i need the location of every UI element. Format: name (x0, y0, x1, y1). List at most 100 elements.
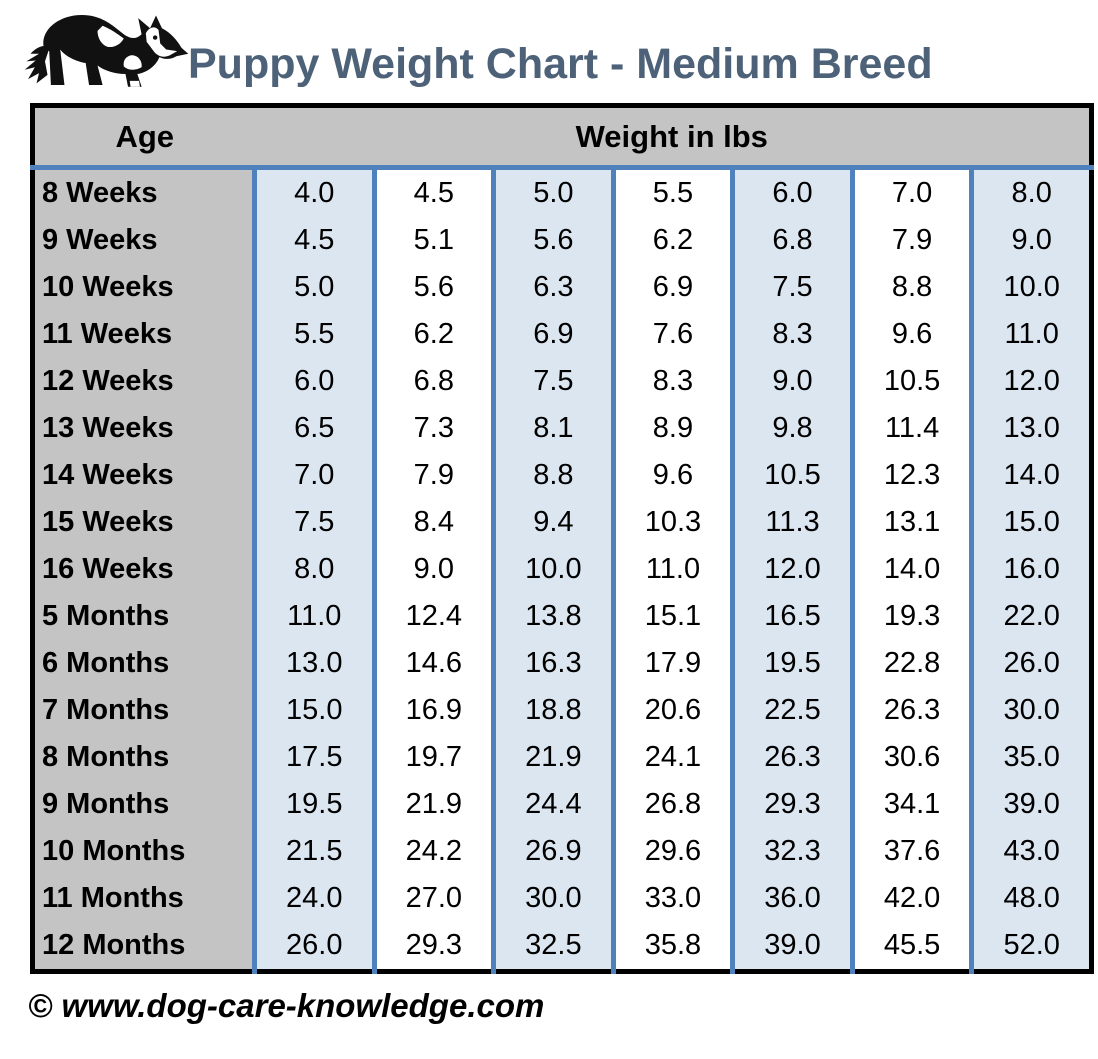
weight-cell: 26.9 (491, 828, 614, 875)
weight-cell: 15.1 (610, 593, 733, 640)
age-cell: 13 Weeks (32, 405, 255, 452)
weight-cell: 10.0 (969, 264, 1092, 311)
weight-cell: 8.8 (491, 452, 614, 499)
weight-cell: 5.0 (491, 167, 614, 217)
weight-cell: 43.0 (969, 828, 1092, 875)
weight-cell: 8.3 (730, 311, 853, 358)
weight-cell: 5.1 (371, 217, 494, 264)
age-cell: 11 Months (32, 875, 255, 922)
weight-cell: 13.1 (849, 499, 972, 546)
weight-cell: 6.0 (252, 358, 375, 405)
table-row: 10 Weeks 5.0 5.6 6.3 6.9 7.5 8.8 10.0 (32, 264, 1092, 311)
weight-cell: 9.0 (969, 217, 1092, 264)
weight-cell: 48.0 (969, 875, 1092, 922)
weight-cell: 30.6 (849, 734, 972, 781)
age-cell: 12 Weeks (32, 358, 255, 405)
weight-cell: 39.0 (730, 922, 853, 972)
age-cell: 16 Weeks (32, 546, 255, 593)
age-cell: 15 Weeks (32, 499, 255, 546)
age-column-header: Age (32, 105, 255, 170)
weight-cell: 35.8 (610, 922, 733, 972)
copyright-text: © www.dog-care-knowledge.com (28, 987, 545, 1024)
weight-cell: 21.9 (491, 734, 614, 781)
table-row: 14 Weeks 7.0 7.9 8.8 9.6 10.5 12.3 14.0 (32, 452, 1092, 499)
age-cell: 7 Months (32, 687, 255, 734)
table-row: 8 Months 17.5 19.7 21.9 24.1 26.3 30.6 35.0 (32, 734, 1092, 781)
weight-cell: 19.5 (252, 781, 375, 828)
table-row: 11 Weeks 5.5 6.2 6.9 7.6 8.3 9.6 11.0 (32, 311, 1092, 358)
weight-cell: 17.9 (610, 640, 733, 687)
weight-cell: 5.5 (610, 167, 733, 217)
weight-cell: 11.3 (730, 499, 853, 546)
weight-cell: 6.5 (252, 405, 375, 452)
weight-cell: 13.0 (252, 640, 375, 687)
weight-cell: 17.5 (252, 734, 375, 781)
weight-cell: 6.9 (491, 311, 614, 358)
age-cell: 9 Months (32, 781, 255, 828)
weight-cell: 19.5 (730, 640, 853, 687)
weight-cell: 8.3 (610, 358, 733, 405)
age-cell: 10 Weeks (32, 264, 255, 311)
weight-cell: 7.5 (491, 358, 614, 405)
weight-cell: 26.0 (969, 640, 1092, 687)
weight-cell: 24.1 (610, 734, 733, 781)
weight-cell: 9.4 (491, 499, 614, 546)
age-cell: 6 Months (32, 640, 255, 687)
table-row: 12 Months 26.0 29.3 32.5 35.8 39.0 45.5 52.0 (32, 922, 1092, 972)
weight-cell: 10.5 (730, 452, 853, 499)
weight-cell: 9.8 (730, 405, 853, 452)
age-cell: 14 Weeks (32, 452, 255, 499)
table-row: 15 Weeks 7.5 8.4 9.4 10.3 11.3 13.1 15.0 (32, 499, 1092, 546)
weight-cell: 8.4 (371, 499, 494, 546)
weight-cell: 8.9 (610, 405, 733, 452)
weight-cell: 11.0 (610, 546, 733, 593)
weight-cell: 26.3 (730, 734, 853, 781)
age-cell: 8 Months (32, 734, 255, 781)
weight-cell: 4.5 (252, 217, 375, 264)
weight-cell: 26.3 (849, 687, 972, 734)
weight-cell: 10.0 (491, 546, 614, 593)
weight-cell: 12.4 (371, 593, 494, 640)
weight-cell: 5.5 (252, 311, 375, 358)
weight-cell: 30.0 (969, 687, 1092, 734)
weight-cell: 29.3 (730, 781, 853, 828)
weight-cell: 27.0 (371, 875, 494, 922)
weight-cell: 6.2 (610, 217, 733, 264)
weight-cell: 5.6 (491, 217, 614, 264)
weight-cell: 21.9 (371, 781, 494, 828)
weight-cell: 37.6 (849, 828, 972, 875)
age-cell: 9 Weeks (32, 217, 255, 264)
weight-cell: 11.0 (969, 311, 1092, 358)
weight-cell: 12.0 (969, 358, 1092, 405)
weight-cell: 26.0 (252, 922, 375, 972)
weight-cell: 15.0 (252, 687, 375, 734)
weight-cell: 9.6 (610, 452, 733, 499)
weight-cell: 9.6 (849, 311, 972, 358)
weight-cell: 10.3 (610, 499, 733, 546)
weight-cell: 22.0 (969, 593, 1092, 640)
weight-cell: 9.0 (371, 546, 494, 593)
weight-cell: 22.8 (849, 640, 972, 687)
weight-cell: 26.8 (610, 781, 733, 828)
weight-cell: 29.3 (371, 922, 494, 972)
weight-cell: 19.3 (849, 593, 972, 640)
weight-cell: 8.0 (252, 546, 375, 593)
weight-cell: 11.0 (252, 593, 375, 640)
weight-cell: 32.3 (730, 828, 853, 875)
weight-cell: 6.9 (610, 264, 733, 311)
weight-cell: 52.0 (969, 922, 1092, 972)
weight-cell: 21.5 (252, 828, 375, 875)
weight-cell: 16.3 (491, 640, 614, 687)
weight-cell: 39.0 (969, 781, 1092, 828)
puppy-weight-table: Age Weight in lbs 8 Weeks 4.0 4.5 5.0 5.5 6.0… (30, 103, 1094, 974)
table-row: 16 Weeks 8.0 9.0 10.0 11.0 12.0 14.0 16.0 (32, 546, 1092, 593)
weight-cell: 6.2 (371, 311, 494, 358)
weight-cell: 16.9 (371, 687, 494, 734)
weight-cell: 16.0 (969, 546, 1092, 593)
weight-cell: 7.6 (610, 311, 733, 358)
table-row: 12 Weeks 6.0 6.8 7.5 8.3 9.0 10.5 12.0 (32, 358, 1092, 405)
table-row: 9 Months 19.5 21.9 24.4 26.8 29.3 34.1 39.0 (32, 781, 1092, 828)
weight-cell: 7.3 (371, 405, 494, 452)
weight-cell: 12.0 (730, 546, 853, 593)
